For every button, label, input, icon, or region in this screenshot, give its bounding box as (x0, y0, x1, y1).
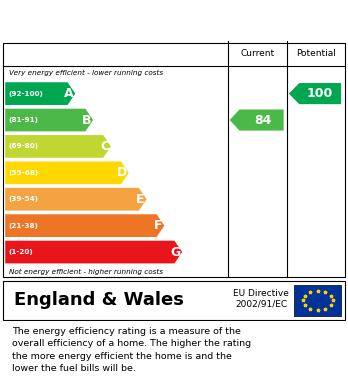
Text: England & Wales: England & Wales (14, 291, 184, 310)
Text: (55-68): (55-68) (9, 170, 39, 176)
Text: (69-80): (69-80) (9, 143, 39, 149)
Text: E: E (136, 193, 145, 206)
Text: 100: 100 (306, 87, 332, 100)
Polygon shape (5, 188, 147, 211)
Polygon shape (5, 135, 111, 158)
Text: Energy Efficiency Rating: Energy Efficiency Rating (9, 13, 230, 28)
Text: (81-91): (81-91) (9, 117, 39, 123)
Text: D: D (117, 166, 127, 179)
Text: (92-100): (92-100) (9, 91, 44, 97)
Polygon shape (289, 83, 341, 104)
Text: (39-54): (39-54) (9, 196, 39, 202)
Text: EU Directive
2002/91/EC: EU Directive 2002/91/EC (233, 289, 289, 308)
Polygon shape (5, 241, 182, 264)
Bar (294, 285, 341, 316)
Text: Very energy efficient - lower running costs: Very energy efficient - lower running co… (9, 70, 163, 76)
Polygon shape (5, 161, 129, 184)
Text: Current: Current (240, 49, 275, 58)
Text: G: G (170, 246, 180, 258)
Polygon shape (5, 214, 164, 237)
Text: F: F (154, 219, 163, 232)
Text: Potential: Potential (296, 49, 336, 58)
Polygon shape (5, 109, 93, 131)
Text: B: B (82, 113, 91, 127)
Polygon shape (5, 82, 75, 105)
Text: C: C (100, 140, 109, 153)
Text: 84: 84 (254, 113, 271, 127)
Text: The energy efficiency rating is a measure of the
overall efficiency of a home. T: The energy efficiency rating is a measur… (12, 327, 251, 373)
Text: (21-38): (21-38) (9, 222, 39, 229)
Text: (1-20): (1-20) (9, 249, 33, 255)
Polygon shape (230, 109, 284, 131)
Text: Not energy efficient - higher running costs: Not energy efficient - higher running co… (9, 269, 163, 276)
Text: A: A (64, 87, 73, 100)
